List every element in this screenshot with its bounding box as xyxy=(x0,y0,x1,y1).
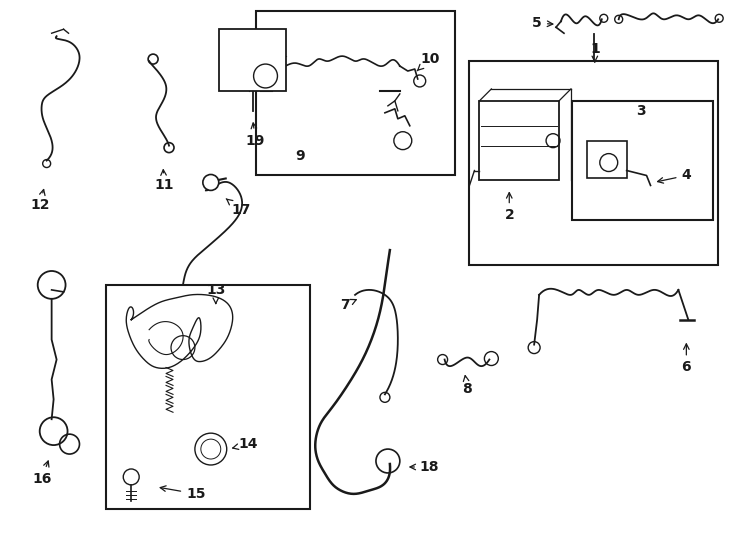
Text: 2: 2 xyxy=(504,193,514,222)
Text: 1: 1 xyxy=(590,42,600,62)
Bar xyxy=(572,101,713,220)
Text: 7: 7 xyxy=(341,298,356,312)
Text: 13: 13 xyxy=(206,283,225,303)
Text: 19: 19 xyxy=(246,123,265,147)
Bar xyxy=(255,11,454,176)
Text: 17: 17 xyxy=(226,199,250,217)
Text: 10: 10 xyxy=(417,52,440,71)
Text: 14: 14 xyxy=(233,437,258,451)
Text: 9: 9 xyxy=(296,148,305,163)
Text: 5: 5 xyxy=(532,16,553,30)
Text: 18: 18 xyxy=(410,460,440,474)
Bar xyxy=(106,285,310,509)
Bar xyxy=(587,140,627,179)
Text: 16: 16 xyxy=(32,461,51,486)
Text: 15: 15 xyxy=(160,486,206,501)
FancyBboxPatch shape xyxy=(219,29,286,91)
Text: 6: 6 xyxy=(682,344,691,375)
Text: 4: 4 xyxy=(658,168,691,183)
Text: 8: 8 xyxy=(462,376,473,396)
Circle shape xyxy=(203,174,219,191)
Bar xyxy=(479,101,559,180)
Text: 3: 3 xyxy=(636,104,645,118)
Text: 11: 11 xyxy=(154,170,174,192)
Text: 12: 12 xyxy=(30,190,49,212)
Bar xyxy=(470,61,718,265)
